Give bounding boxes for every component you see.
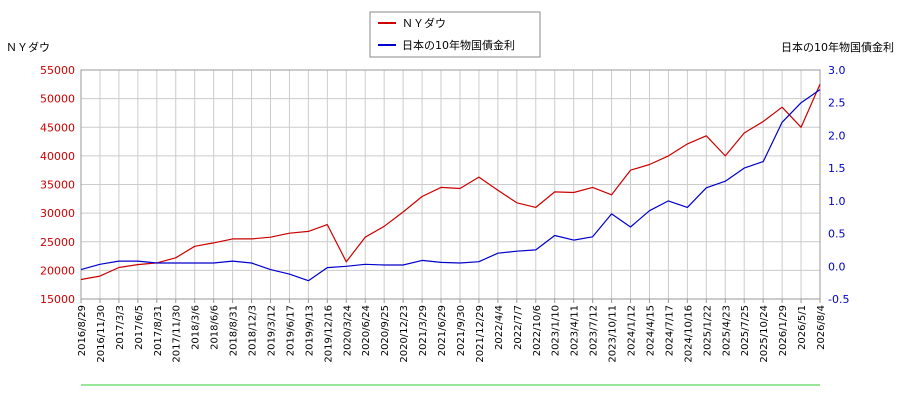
legend-label-jgb: 日本の10年物国債金利 xyxy=(402,38,515,52)
legend-box xyxy=(369,11,541,58)
x-tick-label: 2017/6/5 xyxy=(134,305,145,350)
right-tick-label: 2.5 xyxy=(828,97,846,110)
x-tick-label: 2020/6/24 xyxy=(361,305,372,356)
x-tick-label: 2025/1/22 xyxy=(702,305,713,356)
left-tick-label: 30000 xyxy=(40,207,75,220)
x-tick-label: 2017/11/30 xyxy=(172,305,183,363)
right-tick-label: 0.0 xyxy=(828,260,846,273)
left-tick-label: 35000 xyxy=(40,179,75,192)
left-axis-title: ＮＹダウ xyxy=(6,40,50,54)
x-tick-label: 2020/3/24 xyxy=(342,305,353,356)
x-tick-label: 2022/7/7 xyxy=(513,305,524,350)
x-tick-label: 2024/7/17 xyxy=(664,305,675,356)
x-tick-label: 2018/6/6 xyxy=(210,305,221,350)
x-tick-label: 2018/8/31 xyxy=(229,305,240,356)
x-tick-label: 2023/1/10 xyxy=(551,305,562,356)
x-tick-label: 2022/10/6 xyxy=(532,305,543,356)
x-tick-label: 2025/10/24 xyxy=(759,305,770,363)
left-axis-ticks: 15000 20000 25000 30000 35000 40000 45000 50000… xyxy=(40,64,75,306)
x-tick-label: 2020/9/25 xyxy=(380,305,391,356)
right-axis-ticks: -0.5 0.0 0.5 1.0 1.5 2.0 2.5 3.0 xyxy=(828,64,849,306)
x-tick-label: 2026/5/1 xyxy=(797,305,808,350)
x-tick-label: 2023/7/12 xyxy=(589,305,600,356)
right-axis-title: 日本の10年物国債金利 xyxy=(781,40,894,54)
right-tick-label: 1.5 xyxy=(828,162,846,175)
left-tick-label: 40000 xyxy=(40,150,75,163)
x-tick-label: 2024/4/15 xyxy=(645,305,656,356)
x-tick-label: 2024/10/16 xyxy=(683,305,694,363)
x-tick-label: 2023/10/11 xyxy=(608,305,619,363)
left-tick-label: 45000 xyxy=(40,121,75,134)
right-tick-label: 0.5 xyxy=(828,228,846,241)
left-tick-label: 20000 xyxy=(40,264,75,277)
x-tick-label: 2019/6/17 xyxy=(285,305,296,356)
x-tick-label: 2021/9/30 xyxy=(456,305,467,356)
x-tick-label: 2019/9/13 xyxy=(304,305,315,356)
x-tick-label: 2023/4/11 xyxy=(570,305,581,356)
right-tick-label: 1.0 xyxy=(828,195,846,208)
left-tick-label: 50000 xyxy=(40,93,75,106)
legend-label-dow: ＮＹダウ xyxy=(402,16,446,30)
x-tick-label: 2019/3/12 xyxy=(266,305,277,356)
x-tick-label: 2025/7/25 xyxy=(740,305,751,356)
legend: ＮＹダウ 日本の10年物国債金利 xyxy=(369,11,541,58)
x-axis-ticks: 2016/8/29 2016/11/30 2017/3/3 2017/6/5 2017/… xyxy=(77,299,827,363)
left-tick-label: 25000 xyxy=(40,236,75,249)
series-line-jgb xyxy=(80,89,821,282)
x-tick-label: 2018/3/6 xyxy=(191,305,202,350)
right-tick-label: 3.0 xyxy=(828,64,846,77)
x-tick-label: 2018/12/3 xyxy=(248,305,259,356)
x-tick-label: 2021/6/29 xyxy=(437,305,448,356)
right-tick-label: 2.0 xyxy=(828,129,846,142)
x-tick-label: 2017/3/3 xyxy=(115,305,126,350)
x-tick-label: 2025/4/23 xyxy=(721,305,732,356)
grid xyxy=(80,69,821,300)
right-tick-label: -0.5 xyxy=(828,293,849,306)
x-tick-label: 2021/12/29 xyxy=(475,305,486,363)
x-tick-label: 2026/8/4 xyxy=(816,305,827,350)
left-tick-label: 15000 xyxy=(40,293,75,306)
x-tick-label: 2022/4/4 xyxy=(494,305,505,350)
x-tick-label: 2021/3/29 xyxy=(418,305,429,356)
x-tick-label: 2019/12/16 xyxy=(323,305,334,363)
x-tick-label: 2024/1/12 xyxy=(627,305,638,356)
left-tick-label: 55000 xyxy=(40,64,75,77)
x-tick-label: 2016/8/29 xyxy=(77,305,88,356)
x-tick-label: 2017/8/31 xyxy=(153,305,164,356)
x-tick-label: 2020/12/23 xyxy=(399,305,410,363)
x-tick-label: 2016/11/30 xyxy=(96,305,107,363)
plot-frame xyxy=(80,69,821,300)
series-layer xyxy=(80,84,821,282)
x-tick-label: 2026/1/29 xyxy=(778,305,789,356)
series-line-dow xyxy=(80,84,821,281)
